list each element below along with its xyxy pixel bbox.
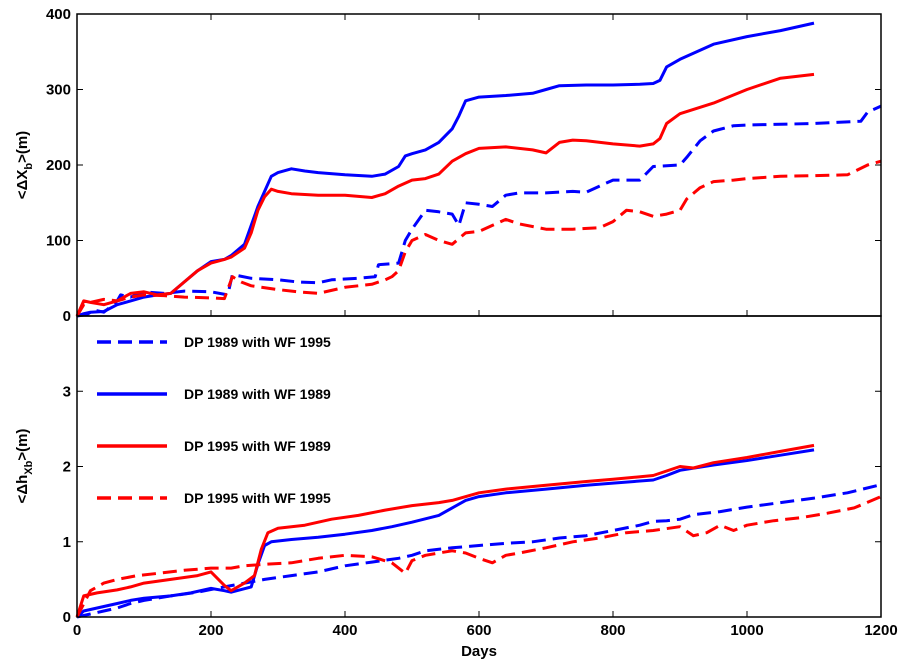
bottom-y-axis-label: <ΔhXb>(m) [14, 429, 35, 504]
top-y-tick-label-0: 0 [63, 308, 71, 325]
top-y-tick-label-3: 300 [46, 82, 71, 99]
bottom-series-lines [75, 443, 882, 619]
top-y-tick-label-2: 200 [46, 157, 71, 174]
bottom-series-line-4 [75, 495, 882, 618]
top-series-lines [75, 21, 882, 318]
bottom-y-tick-label-0: 0 [63, 609, 71, 626]
legend: DP 1989 with WF 1995 DP 1989 with WF 1989… [97, 334, 331, 506]
top-y-axis-label: <ΔXb>(m) [14, 131, 35, 199]
bottom-series-line-3 [75, 443, 815, 618]
bottom-x-ticks: 0 200 400 600 800 1000 1200 [73, 611, 898, 639]
top-y-tick-label-1: 100 [46, 233, 71, 250]
bottom-y-tick-label-3: 3 [63, 383, 71, 400]
x-tick-label-2: 400 [332, 622, 357, 639]
x-tick-label-1: 200 [198, 622, 223, 639]
top-series-line-1 [76, 104, 882, 318]
bottom-panel: 0 1 2 3 0 200 400 600 800 1000 1200 <ΔhXb>(m) Day… [14, 315, 898, 660]
top-series-line-3 [75, 72, 815, 317]
x-tick-label-6: 1200 [864, 622, 897, 639]
x-axis-label: Days [461, 643, 497, 660]
legend-label-1: DP 1989 with WF 1995 [184, 334, 331, 350]
bottom-plot-frame [76, 315, 882, 618]
top-y-ticks: 0 100 200 300 400 [46, 6, 882, 325]
x-tick-label-3: 600 [466, 622, 491, 639]
top-panel: 0 100 200 300 400 <ΔXb>(m) [14, 6, 882, 325]
bottom-y-tick-label-2: 2 [63, 459, 71, 476]
legend-label-3: DP 1995 with WF 1989 [184, 438, 331, 454]
x-tick-label-0: 0 [73, 622, 81, 639]
top-series-line-4 [75, 159, 882, 317]
legend-label-2: DP 1989 with WF 1989 [184, 386, 331, 402]
x-tick-label-4: 800 [600, 622, 625, 639]
bottom-y-ticks: 0 1 2 3 [63, 383, 881, 626]
bottom-series-line-2 [75, 448, 815, 619]
legend-label-4: DP 1995 with WF 1995 [184, 490, 331, 506]
top-y-tick-label-4: 400 [46, 6, 71, 23]
bottom-y-tick-label-1: 1 [63, 534, 71, 551]
x-tick-label-5: 1000 [730, 622, 763, 639]
